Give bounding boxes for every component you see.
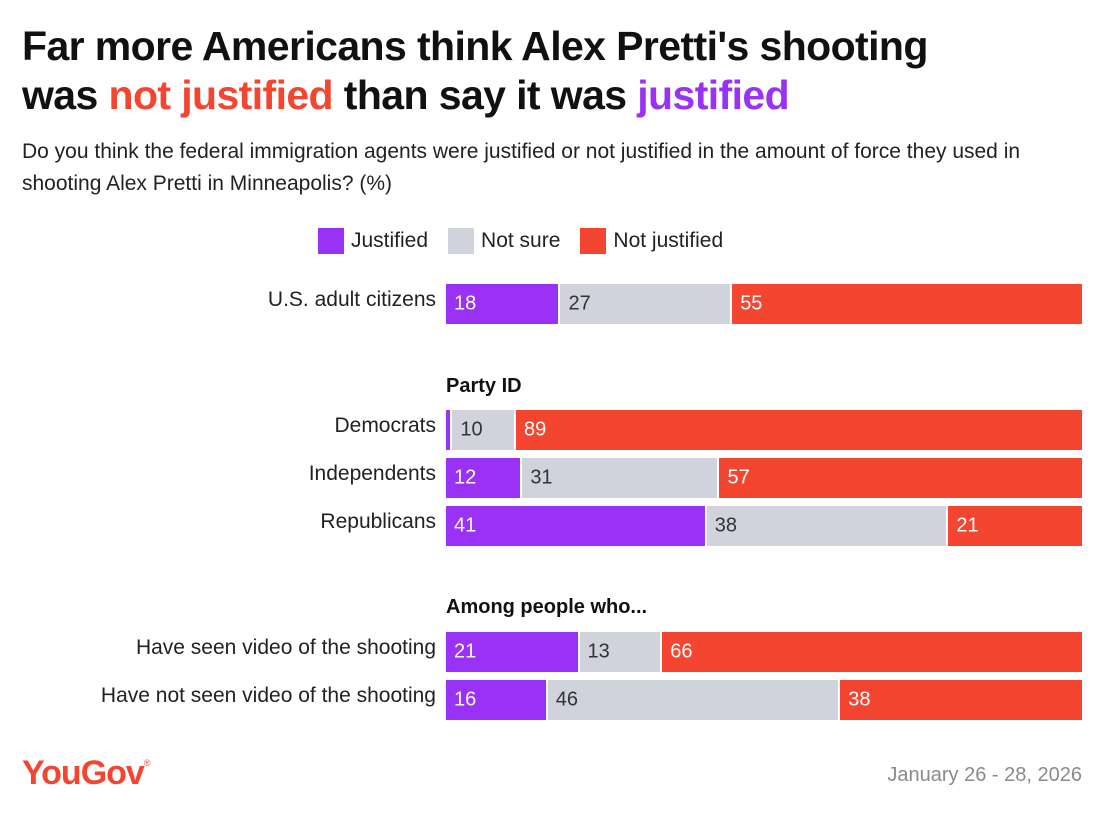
legend-item-not-justified: Not justified [580, 228, 723, 254]
legend-item-justified: Justified [318, 228, 428, 254]
data-label: 16 [454, 688, 477, 711]
logo-registered-mark: ® [143, 758, 151, 768]
legend-swatch-justified [318, 228, 344, 254]
legend-label-not-sure: Not sure [481, 229, 561, 252]
data-label: 38 [714, 514, 737, 537]
bar-segment-not-sure: 38 [706, 506, 949, 546]
legend-swatch-not-justified [580, 228, 607, 254]
row-label: Democrats [334, 414, 436, 437]
bar-segment-not-sure: 31 [522, 458, 720, 498]
legend-item-not-sure: Not sure [448, 228, 560, 254]
bar-segment-not-sure: 10 [452, 410, 516, 450]
bar-segment-not-justified: 38 [840, 680, 1082, 720]
bar-segment-not-justified: 89 [515, 410, 1082, 450]
legend-label-justified: Justified [351, 229, 429, 252]
bar-segment-not-sure: 13 [579, 632, 663, 672]
legend-swatch-not-sure [448, 228, 475, 254]
data-label: 38 [848, 688, 871, 711]
data-label: 10 [460, 418, 483, 441]
data-label: 27 [568, 292, 591, 315]
data-label: 46 [555, 688, 578, 711]
title-line-2-middle: than say it was [333, 72, 638, 118]
title-highlight-justified: justified [637, 72, 790, 118]
bar-row: 41 38 21 [446, 506, 1082, 546]
bar-segment-not-justified: 55 [732, 284, 1082, 324]
bar-segment-not-sure: 46 [547, 680, 841, 720]
title-highlight-not-justified: not justified [108, 72, 334, 118]
bar-segment-not-justified: 21 [948, 506, 1082, 546]
bar-segment-justified: 41 [446, 506, 707, 546]
row-label: Republicans [320, 510, 436, 533]
data-label: 21 [956, 514, 979, 537]
data-label: 66 [670, 640, 693, 663]
row-label: Independents [308, 462, 436, 485]
group-heading: Among people who... [446, 596, 648, 618]
title-line-2-start: was [22, 72, 109, 118]
bar-row: 16 46 38 [446, 680, 1082, 720]
row-label: Have not seen video of the shooting [100, 684, 436, 707]
data-label: 18 [454, 292, 477, 315]
logo-text: YouGov [22, 754, 145, 792]
bar-row: 18 27 55 [446, 284, 1082, 324]
title-line-1: Far more Americans think Alex Pretti's s… [22, 23, 928, 69]
chart-legend: Justified Not sure Not justified [318, 228, 743, 254]
row-label: U.S. adult citizens [267, 288, 436, 311]
chart-subtitle: Do you think the federal immigration age… [22, 140, 1021, 195]
bar-segment-justified: 16 [446, 680, 548, 720]
survey-date: January 26 - 28, 2026 [887, 764, 1082, 786]
bar-segment-not-sure: 27 [560, 284, 733, 324]
bar-row: 10 89 [446, 410, 1082, 450]
data-label: 41 [454, 514, 477, 537]
yougov-logo: YouGov® [22, 754, 151, 793]
bar-segment-justified: 21 [446, 632, 580, 672]
data-label: 12 [454, 466, 477, 489]
bar-row: 12 31 57 [446, 458, 1082, 498]
bar-row: 21 13 66 [446, 632, 1082, 672]
data-label: 55 [740, 292, 763, 315]
data-label: 21 [454, 640, 477, 663]
data-label: 89 [523, 418, 547, 441]
group-heading: Party ID [446, 375, 522, 397]
bar-segment-justified: 18 [446, 284, 561, 324]
bar-segment-not-justified: 66 [662, 632, 1082, 672]
legend-label-not-justified: Not justified [613, 229, 724, 252]
chart-title: Far more Americans think Alex Pretti's s… [22, 22, 1092, 120]
data-label: 31 [530, 466, 553, 489]
row-label: Have seen video of the shooting [135, 636, 436, 659]
bar-segment-justified: 12 [446, 458, 523, 498]
data-label: 13 [587, 640, 610, 663]
bar-segment-not-justified: 57 [719, 458, 1082, 498]
bar-segment-justified [446, 410, 453, 450]
data-label: 57 [727, 466, 750, 489]
